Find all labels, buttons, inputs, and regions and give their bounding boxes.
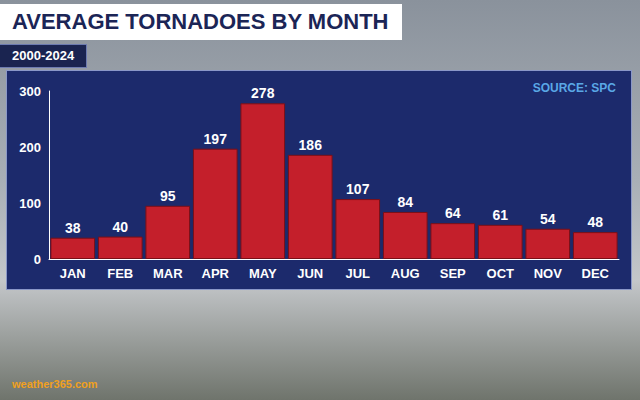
- svg-text:197: 197: [204, 131, 228, 147]
- svg-text:AUG: AUG: [391, 266, 420, 281]
- svg-text:300: 300: [19, 84, 41, 99]
- svg-text:APR: APR: [202, 266, 230, 281]
- svg-text:107: 107: [346, 181, 370, 197]
- svg-text:278: 278: [251, 85, 275, 101]
- svg-text:NOV: NOV: [534, 266, 563, 281]
- svg-text:48: 48: [587, 214, 603, 230]
- svg-text:SEP: SEP: [440, 266, 466, 281]
- svg-text:186: 186: [299, 137, 323, 153]
- svg-text:64: 64: [445, 205, 461, 221]
- svg-text:JAN: JAN: [60, 266, 86, 281]
- svg-text:JUN: JUN: [297, 266, 323, 281]
- svg-text:61: 61: [492, 207, 508, 223]
- svg-text:DEC: DEC: [582, 266, 610, 281]
- html-text:AVERAGE TORNADOES BY MONTH: AVERAGE TORNADOES BY MONTH: [12, 9, 389, 34]
- svg-text:MAY: MAY: [249, 266, 277, 281]
- svg-text:JUL: JUL: [345, 266, 370, 281]
- svg-text:38: 38: [65, 220, 81, 236]
- svg-text:95: 95: [160, 188, 176, 204]
- svg-text:54: 54: [540, 211, 556, 227]
- svg-text:0: 0: [34, 252, 41, 267]
- svg-text:200: 200: [19, 140, 41, 155]
- svg-text:100: 100: [19, 196, 41, 211]
- svg-text:OCT: OCT: [487, 266, 515, 281]
- svg-text:SOURCE: SPC: SOURCE: SPC: [533, 81, 617, 95]
- html-text:2000-2024: 2000-2024: [12, 48, 75, 63]
- svg-text:40: 40: [112, 219, 128, 235]
- svg-text:84: 84: [397, 194, 413, 210]
- svg-text:FEB: FEB: [107, 266, 133, 281]
- html-text:weather365.com: weather365.com: [12, 378, 98, 390]
- svg-text:MAR: MAR: [153, 266, 183, 281]
